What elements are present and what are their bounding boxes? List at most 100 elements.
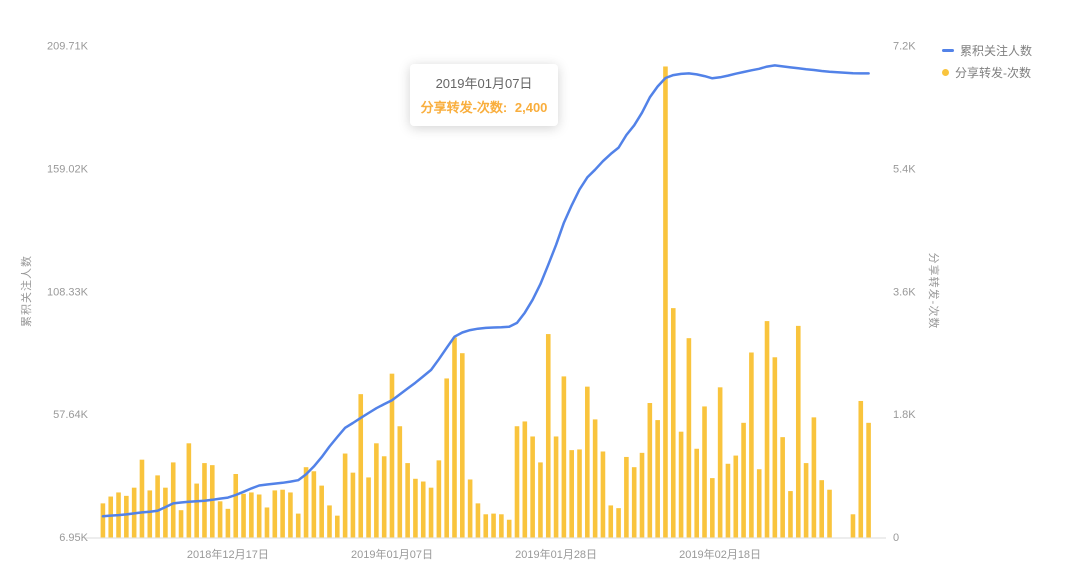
bar[interactable]	[163, 487, 168, 538]
bar[interactable]	[780, 437, 785, 538]
bar[interactable]	[561, 376, 567, 538]
bar[interactable]	[335, 515, 340, 538]
bar[interactable]	[256, 494, 262, 538]
bar[interactable]	[585, 386, 590, 538]
bar[interactable]	[788, 491, 793, 538]
bar[interactable]	[366, 477, 371, 538]
bar[interactable]	[803, 463, 809, 538]
bar[interactable]	[850, 514, 856, 538]
bar[interactable]	[631, 467, 637, 538]
bar[interactable]	[452, 337, 457, 538]
bar[interactable]	[139, 459, 145, 538]
bar[interactable]	[264, 507, 270, 538]
bar[interactable]	[811, 417, 817, 538]
bar[interactable]	[288, 492, 293, 538]
bar[interactable]	[577, 449, 582, 538]
bar[interactable]	[249, 492, 254, 538]
bar[interactable]	[866, 422, 871, 538]
bar[interactable]	[272, 490, 278, 538]
bar[interactable]	[764, 321, 770, 538]
bar[interactable]	[147, 490, 153, 538]
bar[interactable]	[358, 394, 364, 538]
bar[interactable]	[217, 501, 223, 538]
bar[interactable]	[381, 456, 387, 538]
bar[interactable]	[327, 505, 332, 538]
bar[interactable]	[475, 503, 481, 538]
bar[interactable]	[553, 436, 559, 538]
bar[interactable]	[319, 485, 324, 538]
bar[interactable]	[749, 352, 754, 538]
bar[interactable]	[819, 480, 825, 538]
bar[interactable]	[616, 508, 621, 538]
bar[interactable]	[522, 421, 528, 538]
bar[interactable]	[702, 406, 707, 538]
bar[interactable]	[624, 456, 629, 538]
bar[interactable]	[647, 403, 653, 538]
bar[interactable]	[342, 453, 348, 538]
bar[interactable]	[389, 373, 395, 538]
bar[interactable]	[514, 426, 520, 538]
bar[interactable]	[467, 479, 473, 538]
bar[interactable]	[530, 436, 535, 538]
bar[interactable]	[694, 448, 699, 538]
legend-item-shares[interactable]: 分享转发-次数	[941, 64, 1032, 81]
bar[interactable]	[428, 487, 434, 538]
bar[interactable]	[436, 460, 442, 538]
bar[interactable]	[772, 357, 778, 538]
line-series-path[interactable]	[101, 64, 870, 518]
bar[interactable]	[374, 443, 379, 538]
bar[interactable]	[670, 308, 676, 538]
bar[interactable]	[491, 513, 496, 538]
bar[interactable]	[717, 387, 723, 538]
bar[interactable]	[733, 455, 739, 538]
bar[interactable]	[592, 419, 598, 538]
bar[interactable]	[795, 325, 801, 538]
bar[interactable]	[209, 465, 215, 538]
bar[interactable]	[741, 422, 746, 538]
bar[interactable]	[444, 378, 449, 538]
bar[interactable]	[303, 467, 309, 538]
bar[interactable]	[295, 513, 301, 538]
bar[interactable]	[499, 514, 504, 538]
bar[interactable]	[663, 66, 668, 538]
bar[interactable]	[725, 463, 731, 538]
bar[interactable]	[827, 489, 832, 538]
bar[interactable]	[460, 353, 465, 538]
bar[interactable]	[186, 443, 192, 538]
bar[interactable]	[100, 503, 106, 538]
bar[interactable]	[600, 451, 606, 538]
bar[interactable]	[350, 472, 356, 538]
bar[interactable]	[858, 400, 864, 538]
bar[interactable]	[639, 452, 645, 538]
bar[interactable]	[124, 495, 129, 538]
bar[interactable]	[678, 431, 684, 538]
bar[interactable]	[608, 505, 614, 538]
bar[interactable]	[397, 426, 403, 538]
bar[interactable]	[483, 514, 489, 538]
bar[interactable]	[538, 462, 543, 538]
bar[interactable]	[655, 420, 660, 538]
bar[interactable]	[225, 508, 231, 538]
bar[interactable]	[506, 519, 512, 538]
bar[interactable]	[233, 474, 239, 538]
bar[interactable]	[420, 481, 426, 538]
bar[interactable]	[155, 475, 160, 538]
bar[interactable]	[170, 462, 176, 538]
bar[interactable]	[405, 463, 410, 538]
bar[interactable]	[710, 478, 715, 538]
bar[interactable]	[108, 496, 114, 538]
bar[interactable]	[569, 450, 574, 538]
tooltip-series-label: 分享转发-次数:	[420, 100, 508, 115]
bar[interactable]	[686, 338, 692, 538]
bar[interactable]	[280, 489, 285, 538]
bar[interactable]	[311, 471, 317, 538]
bar[interactable]	[178, 510, 184, 538]
bar[interactable]	[241, 493, 246, 538]
bar[interactable]	[413, 478, 418, 538]
bar[interactable]	[545, 334, 551, 538]
legend-item-followers[interactable]: 累积关注人数	[941, 42, 1032, 59]
y-axis-tick-label-left: 57.64K	[53, 409, 89, 421]
bar[interactable]	[194, 483, 199, 538]
bar[interactable]	[756, 469, 762, 538]
